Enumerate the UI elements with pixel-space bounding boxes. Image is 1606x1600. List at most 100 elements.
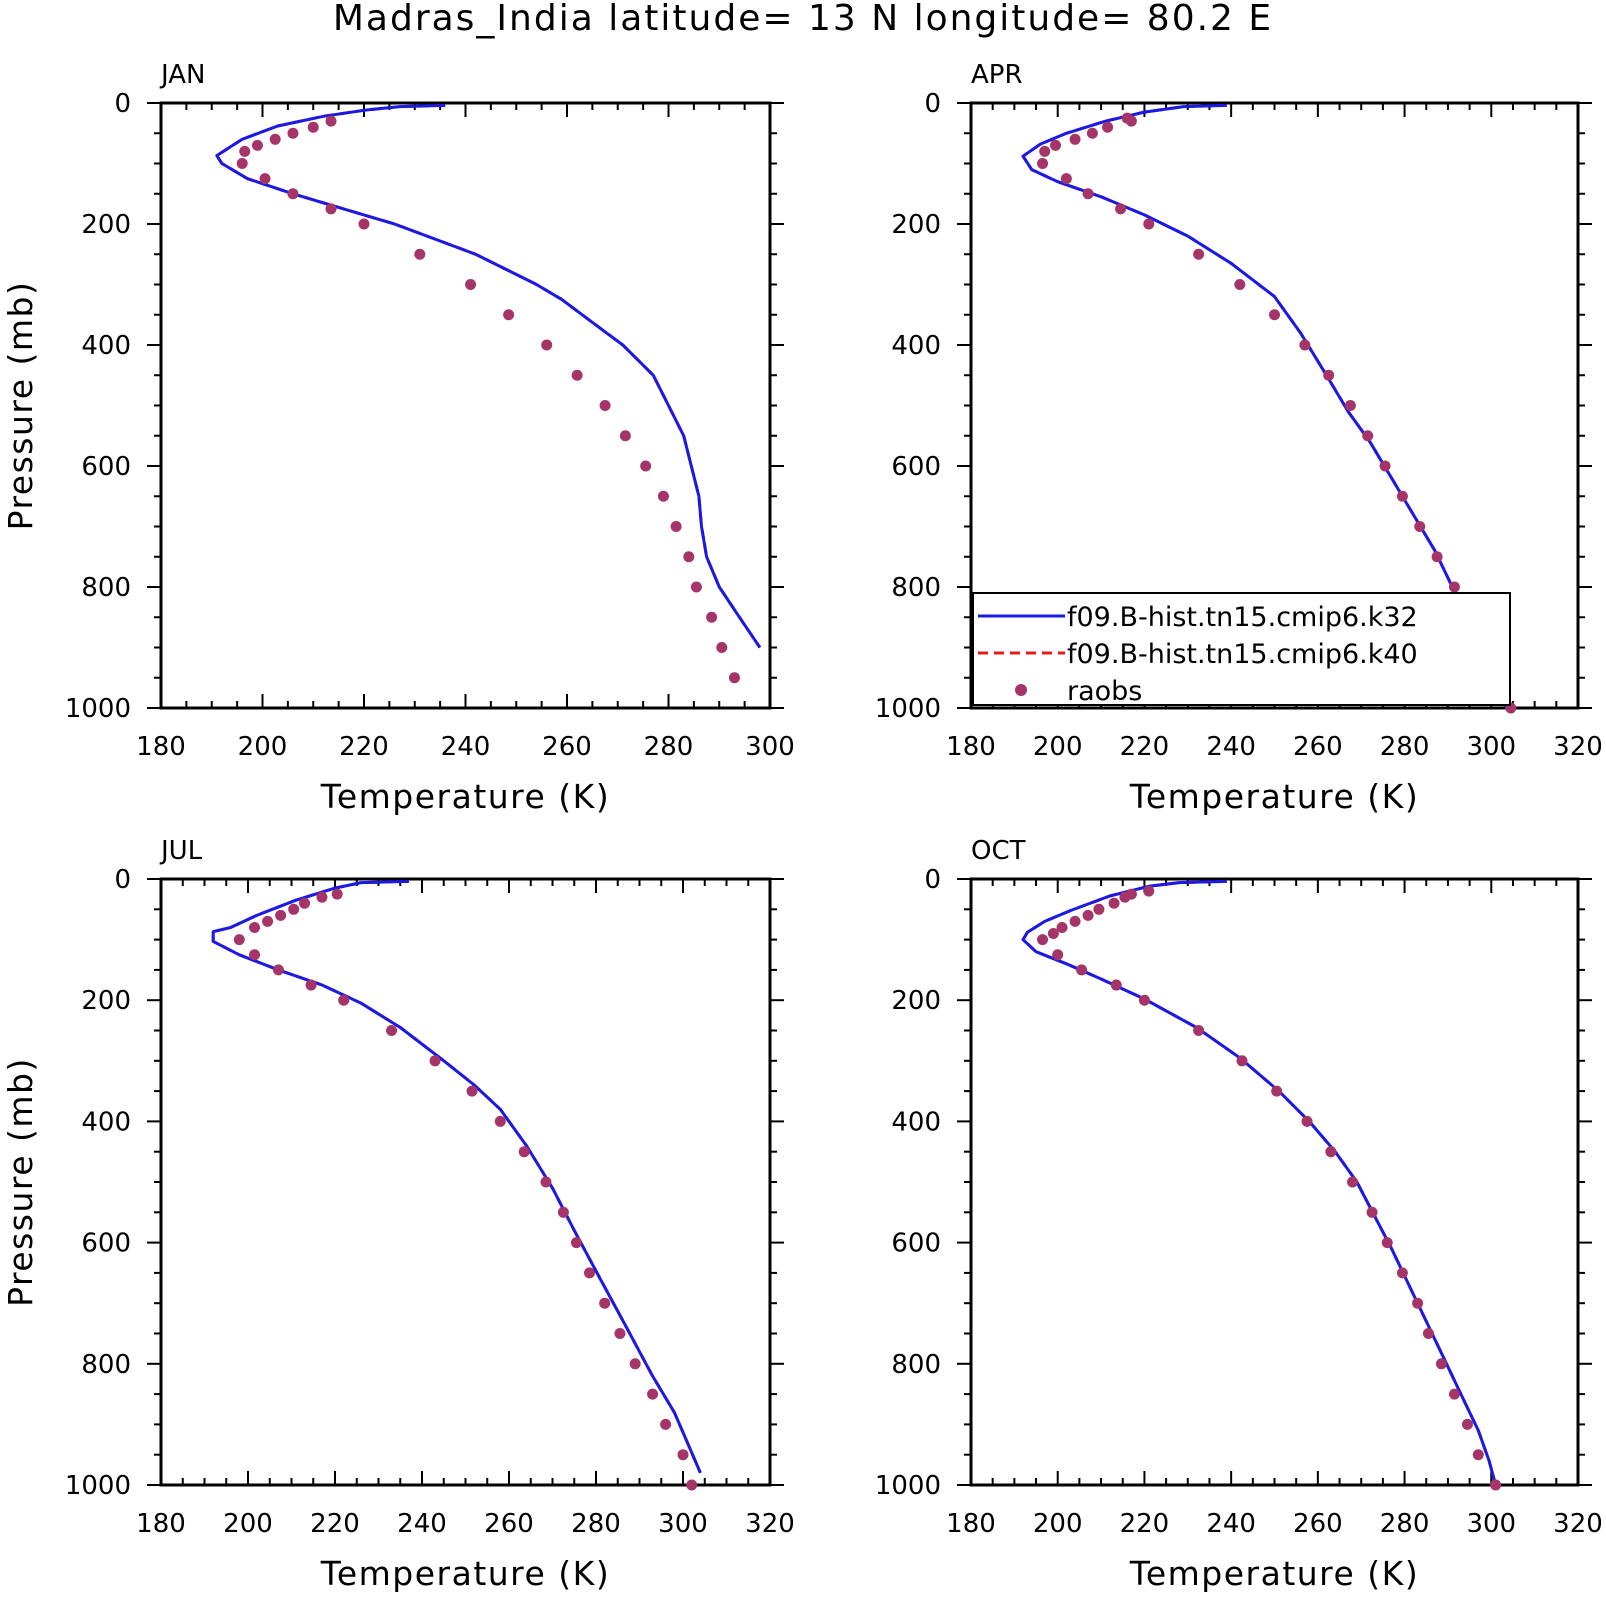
x-tick-label: 320 bbox=[745, 1509, 795, 1539]
raobs-point bbox=[1379, 460, 1391, 472]
raobs-point bbox=[429, 1055, 441, 1067]
raobs-point bbox=[307, 121, 319, 133]
raobs-point bbox=[683, 551, 695, 563]
y-tick-label: 400 bbox=[81, 331, 131, 361]
series-k32-line bbox=[1021, 879, 1498, 1486]
x-tick-label: 280 bbox=[1380, 732, 1430, 762]
x-axis-title: Temperature (K) bbox=[1129, 777, 1419, 816]
raobs-point bbox=[1366, 1206, 1378, 1218]
raobs-point bbox=[1102, 121, 1114, 133]
raobs-point bbox=[1323, 369, 1335, 381]
raobs-point bbox=[1472, 1449, 1484, 1461]
x-tick-label: 300 bbox=[1466, 732, 1516, 762]
y-tick-label: 400 bbox=[81, 1107, 131, 1137]
raobs-point bbox=[1381, 1237, 1393, 1249]
raobs-point bbox=[557, 1206, 569, 1218]
y-axis-title: Pressure (mb) bbox=[1, 1057, 40, 1307]
y-tick-label: 400 bbox=[891, 331, 941, 361]
x-tick-label: 260 bbox=[542, 732, 592, 762]
raobs-point bbox=[325, 203, 337, 215]
raobs-point bbox=[288, 903, 300, 915]
raobs-point bbox=[599, 1297, 611, 1309]
raobs-point bbox=[571, 369, 583, 381]
raobs-point bbox=[1448, 1388, 1460, 1400]
series-k32-line bbox=[215, 103, 762, 649]
raobs-point bbox=[1269, 309, 1280, 321]
x-axis-title: Temperature (K) bbox=[320, 777, 610, 816]
panel-label-jul: JUL bbox=[159, 836, 203, 866]
x-axis-title: Temperature (K) bbox=[320, 1554, 610, 1593]
y-axis-title: Pressure (mb) bbox=[1, 281, 40, 531]
y-tick-label: 200 bbox=[81, 210, 131, 240]
x-tick-label: 240 bbox=[441, 732, 491, 762]
raobs-point bbox=[1119, 891, 1131, 903]
y-tick-label: 600 bbox=[81, 452, 131, 482]
y-tick-label: 800 bbox=[891, 573, 941, 603]
raobs-point bbox=[1093, 903, 1105, 915]
legend-marker-raobs bbox=[1015, 684, 1027, 696]
raobs-point bbox=[1271, 1085, 1283, 1097]
raobs-point bbox=[1115, 203, 1127, 215]
raobs-point bbox=[1431, 551, 1443, 563]
raobs-point bbox=[1047, 928, 1059, 940]
raobs-point bbox=[1234, 279, 1246, 290]
raobs-point bbox=[1037, 158, 1049, 169]
raobs-point bbox=[466, 1085, 478, 1097]
x-tick-label: 320 bbox=[1553, 732, 1603, 762]
raobs-point bbox=[1396, 1267, 1408, 1279]
raobs-point bbox=[262, 915, 274, 927]
raobs-point bbox=[518, 1146, 530, 1158]
raobs-point bbox=[1301, 1115, 1313, 1127]
x-tick-label: 220 bbox=[310, 1509, 360, 1539]
x-tick-label: 280 bbox=[1380, 1509, 1430, 1539]
raobs-point bbox=[614, 1328, 626, 1339]
y-tick-label: 0 bbox=[114, 865, 131, 895]
x-tick-label: 240 bbox=[397, 1509, 447, 1539]
y-tick-label: 200 bbox=[891, 986, 941, 1016]
x-tick-label: 260 bbox=[484, 1509, 534, 1539]
raobs-point bbox=[1193, 248, 1205, 260]
raobs-point bbox=[1069, 133, 1081, 145]
raobs-point bbox=[1362, 430, 1374, 442]
raobs-point bbox=[540, 1176, 552, 1188]
x-tick-label: 240 bbox=[1206, 1509, 1256, 1539]
panel-apr: APR 180 200 220 240 260 280 300 320 0 200 400 600 800… bbox=[875, 60, 1603, 816]
x-tick-label: 220 bbox=[339, 732, 389, 762]
raobs-point bbox=[640, 460, 652, 472]
raobs-point bbox=[728, 672, 740, 684]
x-tick-label: 320 bbox=[1553, 1509, 1603, 1539]
raobs-point bbox=[599, 400, 611, 411]
x-tick-label: 180 bbox=[136, 1509, 186, 1539]
raobs-point bbox=[1125, 115, 1137, 127]
raobs-point bbox=[1060, 173, 1072, 185]
raobs-point bbox=[233, 934, 245, 946]
legend-box bbox=[972, 592, 1511, 706]
x-tick-label: 180 bbox=[946, 732, 996, 762]
raobs-point bbox=[386, 1025, 398, 1036]
x-tick-label: 300 bbox=[658, 1509, 708, 1539]
series-raobs bbox=[233, 888, 698, 1491]
x-tick-label: 200 bbox=[223, 1509, 273, 1539]
raobs-point bbox=[1414, 521, 1426, 532]
series-k32-line bbox=[211, 879, 702, 1474]
raobs-point bbox=[1050, 139, 1062, 151]
raobs-point bbox=[331, 888, 343, 900]
raobs-point bbox=[239, 145, 251, 157]
raobs-point bbox=[1082, 188, 1094, 200]
raobs-point bbox=[629, 1358, 641, 1370]
raobs-point bbox=[1448, 581, 1460, 593]
legend-label: raobs bbox=[1067, 676, 1142, 707]
series-raobs bbox=[236, 115, 740, 684]
x-tick-label: 200 bbox=[1033, 732, 1083, 762]
raobs-point bbox=[686, 1479, 698, 1491]
raobs-point bbox=[570, 1237, 582, 1249]
raobs-point bbox=[275, 909, 287, 921]
plot-frame bbox=[159, 877, 772, 1487]
x-tick-label: 300 bbox=[1466, 1509, 1516, 1539]
x-tick-label: 260 bbox=[1293, 1509, 1343, 1539]
y-tick-label: 600 bbox=[891, 452, 941, 482]
raobs-point bbox=[249, 921, 261, 933]
x-tick-label: 300 bbox=[745, 732, 795, 762]
y-tick-label: 0 bbox=[114, 89, 131, 119]
series-raobs bbox=[1037, 885, 1502, 1491]
